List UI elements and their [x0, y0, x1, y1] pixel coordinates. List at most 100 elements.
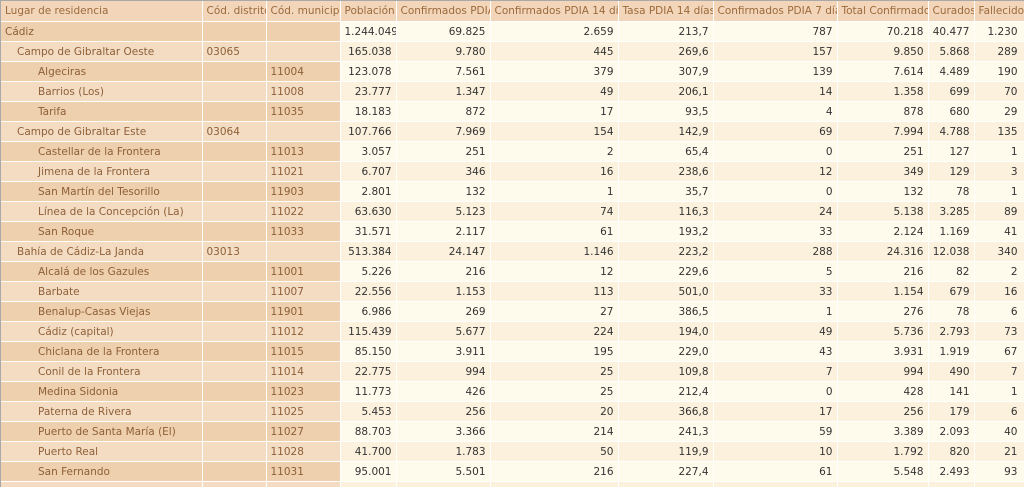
cell-lugar: Conil de la Frontera — [1, 361, 203, 382]
cell-fallecidos: 3 — [974, 161, 1024, 182]
cell-poblacion: 3.057 — [340, 141, 397, 162]
cell-total-confirmados: 9.850 — [837, 41, 929, 62]
cell-fallecidos: 73 — [974, 321, 1024, 342]
cell-confirmados-14d: 74 — [490, 201, 619, 222]
table-row[interactable]: San Roque 11033 31.571 2.117 61 193,2 33 2.124 1… — [1, 221, 1024, 242]
table-row[interactable]: Jimena de la Frontera 11021 6.707 346 16 238,… — [1, 161, 1024, 182]
table-row[interactable]: Campo de Gibraltar Oeste 03065 165.038 9.78… — [1, 41, 1024, 62]
cell-confirmados-pdia: 69.825 — [396, 21, 491, 42]
table-row[interactable]: Barrios (Los) 11008 23.777 1.347 49 206,1 14 1.… — [1, 81, 1024, 102]
column-header-cod-distrito[interactable]: Cód. distrito — [202, 1, 267, 22]
table-row[interactable]: Benalup-Casas Viejas 11901 6.986 269 27 386,5… — [1, 301, 1024, 322]
cell-cod-municipio: 11903 — [266, 181, 341, 202]
cell-total-confirmados: 132 — [837, 181, 929, 202]
cell-curados: 78 — [928, 301, 975, 322]
table-row[interactable]: Vejer de la Frontera 1103912.62259525198,… — [1, 481, 1024, 487]
table-row[interactable]: Cádiz 1.244.049 69.825 2.659 213,7 787 70.218 4… — [1, 21, 1024, 42]
cell-curados: 1.169 — [928, 221, 975, 242]
cell-curados: 78 — [928, 181, 975, 202]
cell-total-confirmados: 3.389 — [837, 421, 929, 442]
cell-curados: 1.919 — [928, 341, 975, 362]
table-row[interactable]: Algeciras 11004 123.078 7.561 379 307,9 139 7.6… — [1, 61, 1024, 82]
table-row[interactable]: Chiclana de la Frontera 11015 85.150 3.911 1… — [1, 341, 1024, 362]
table-row[interactable]: San Fernando 11031 95.001 5.501 216 227,4 61 5.… — [1, 461, 1024, 482]
cell-total-confirmados: 428 — [837, 381, 929, 402]
cell-total-confirmados: 216 — [837, 261, 929, 282]
column-header-tasa-14d[interactable]: Tasa PDIA 14 días — [618, 1, 714, 22]
column-header-confirmados-14d[interactable]: Confirmados PDIA 14 días — [490, 1, 619, 22]
table-row[interactable]: San Martín del Tesorillo 11903 2.801 132 1 35… — [1, 181, 1024, 202]
cell-confirmados-14d: 154 — [490, 121, 619, 142]
cell-lugar: Jimena de la Frontera — [1, 161, 203, 182]
cell-fallecidos: 67 — [974, 341, 1024, 362]
cell-cod-municipio: 11001 — [266, 261, 341, 282]
table-row[interactable]: Alcalá de los Gazules 11001 5.226 216 12 229,… — [1, 261, 1024, 282]
table-row[interactable]: Línea de la Concepción (La) 11022 63.630 5.… — [1, 201, 1024, 222]
table-row[interactable]: Barbate 11007 22.556 1.153 113 501,0 33 1.154 67… — [1, 281, 1024, 302]
column-header-fallecidos[interactable]: Fallecidos — [974, 1, 1024, 22]
cell-cod-distrito — [202, 321, 267, 342]
table-row[interactable]: Conil de la Frontera 11014 22.775 994 25 109,… — [1, 361, 1024, 382]
cell-confirmados-14d: 25 — [490, 361, 619, 382]
column-header-curados[interactable]: Curados — [928, 1, 975, 22]
table-row[interactable]: Medina Sidonia 11023 11.773 426 25 212,4 0 428 1… — [1, 381, 1024, 402]
cell-confirmados-14d: 50 — [490, 441, 619, 462]
cell-curados: 2.793 — [928, 321, 975, 342]
cell-lugar: Benalup-Casas Viejas — [1, 301, 203, 322]
cell-confirmados-pdia: 24.147 — [396, 241, 491, 262]
cell-tasa-14d: 241,3 — [618, 421, 714, 442]
cell-tasa-14d: 229,6 — [618, 261, 714, 282]
table-row[interactable]: Paterna de Rivera 11025 5.453 256 20 366,8 17 2… — [1, 401, 1024, 422]
cell-cod-distrito — [202, 101, 267, 122]
cell-fallecidos: 289 — [974, 41, 1024, 62]
cell-confirmados-pdia: 1.153 — [396, 281, 491, 302]
cell-lugar: Campo de Gibraltar Este — [1, 121, 203, 142]
table-row[interactable]: Puerto Real 11028 41.700 1.783 50 119,9 10 1.79… — [1, 441, 1024, 462]
cell-curados: 271 — [928, 481, 975, 487]
cell-cod-distrito — [202, 341, 267, 362]
cell-confirmados-7d: 139 — [713, 61, 838, 82]
column-header-confirmados-7d[interactable]: Confirmados PDIA 7 días — [713, 1, 838, 22]
cell-poblacion: 22.556 — [340, 281, 397, 302]
cell-confirmados-7d: 0 — [713, 381, 838, 402]
table-row[interactable]: Campo de Gibraltar Este 03064 107.766 7.969… — [1, 121, 1024, 142]
column-header-cod-municipio[interactable]: Cód. municipio — [266, 1, 341, 22]
column-header-lugar[interactable]: Lugar de residencia — [1, 1, 203, 22]
cell-confirmados-7d: 0 — [713, 141, 838, 162]
cell-tasa-14d: 119,9 — [618, 441, 714, 462]
cell-confirmados-7d: 157 — [713, 41, 838, 62]
table-row[interactable]: Bahía de Cádiz-La Janda 03013 513.384 24.14… — [1, 241, 1024, 262]
cell-cod-municipio: 11012 — [266, 321, 341, 342]
cell-lugar: Barbate — [1, 281, 203, 302]
cell-tasa-14d: 35,7 — [618, 181, 714, 202]
cell-confirmados-14d: 214 — [490, 421, 619, 442]
cell-tasa-14d: 223,2 — [618, 241, 714, 262]
cell-tasa-14d: 93,5 — [618, 101, 714, 122]
cell-fallecidos: 16 — [974, 281, 1024, 302]
cell-fallecidos: 41 — [974, 221, 1024, 242]
table-row[interactable]: Tarifa 11035 18.183 872 17 93,5 4 878 680 29 — [1, 101, 1024, 122]
cell-cod-distrito — [202, 301, 267, 322]
cell-cod-municipio: 11901 — [266, 301, 341, 322]
table-row[interactable]: Puerto de Santa María (El) 11027 88.703 3.3… — [1, 421, 1024, 442]
cell-total-confirmados: 596 — [837, 481, 929, 487]
cell-lugar: San Martín del Tesorillo — [1, 181, 203, 202]
cell-confirmados-pdia: 269 — [396, 301, 491, 322]
cell-confirmados-7d: 69 — [713, 121, 838, 142]
cell-confirmados-14d: 27 — [490, 301, 619, 322]
column-header-confirmados-pdia[interactable]: Confirmados PDIA — [396, 1, 491, 22]
cell-confirmados-pdia: 2.117 — [396, 221, 491, 242]
cell-total-confirmados: 1.154 — [837, 281, 929, 302]
cell-curados: 12.038 — [928, 241, 975, 262]
cell-cod-municipio: 11008 — [266, 81, 341, 102]
column-header-poblacion[interactable]: Población — [340, 1, 397, 22]
cell-poblacion: 2.801 — [340, 181, 397, 202]
column-header-total-confirmados[interactable]: Total Confirmados — [837, 1, 929, 22]
table-row[interactable]: Cádiz (capital) 11012 115.439 5.677 224 194,0… — [1, 321, 1024, 342]
cell-confirmados-14d: 17 — [490, 101, 619, 122]
table-row[interactable]: Castellar de la Frontera 11013 3.057 251 2 65… — [1, 141, 1024, 162]
cell-curados: 2.093 — [928, 421, 975, 442]
cell-tasa-14d: 307,9 — [618, 61, 714, 82]
cell-lugar: Vejer de la Frontera — [1, 481, 203, 487]
